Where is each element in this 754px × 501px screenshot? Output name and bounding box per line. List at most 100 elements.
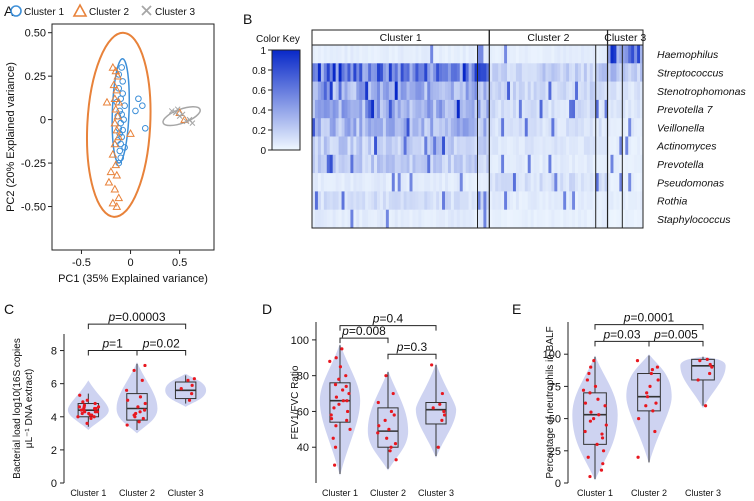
heatmap-cell [400,209,404,229]
p-value-label: p=0.005 [653,327,698,341]
heatmap-cell [510,81,514,101]
heatmap-cell [314,118,319,137]
heatmap-cell [501,191,505,210]
heatmap-cell [459,191,464,210]
heatmap-cell [598,173,602,192]
heatmap-cell [557,118,561,137]
data-point [636,455,640,459]
heatmap-cell [421,209,425,229]
heatmap-cell [314,63,319,82]
heatmap-cell [317,99,322,119]
heatmap-cell [477,209,481,229]
heatmap-cell [566,191,570,210]
heatmap-cell [323,209,328,229]
heatmap-cell [385,191,390,210]
heatmap-cell [368,118,372,137]
heatmap-cell [492,118,496,137]
heatmap-cell [640,118,644,137]
heatmap-cell [604,81,608,101]
heatmap-cell [545,136,549,156]
heatmap-cell [515,209,520,229]
heatmap-cell [515,154,520,174]
heatmap-cell [557,63,561,82]
heatmap-cell [326,81,331,101]
heatmap-cell [385,99,390,119]
heatmap-cell [572,118,576,137]
heatmap-cell [607,63,611,82]
heatmap-cell [341,63,345,82]
heatmap-cell [507,45,511,64]
heatmap-cell [592,63,597,82]
data-point [587,371,591,376]
heatmap-cell [524,118,529,137]
heatmap-cell [317,173,322,192]
heatmap-cell [338,81,342,101]
heatmap-cell [619,99,623,119]
heatmap-cell [504,81,508,101]
heatmap-cell [616,154,620,174]
heatmap-cell [462,45,466,64]
heatmap-cell [554,45,558,64]
data-point [601,449,606,453]
heatmap-cell [379,81,384,101]
data-point [703,404,708,408]
heatmap-cell [524,191,529,210]
heatmap-cell [379,99,384,119]
heatmap-cell [610,81,614,101]
heatmap-cell [406,81,410,101]
heatmap-cell [377,154,381,174]
heatmap-cell [382,45,387,64]
heatmap-cell [456,45,461,64]
panel-c-boxplot: 0 2 4 6 8 Cluster 1 Cluster 2 Cluster 3 Bacteria… [12,310,207,498]
heatmap-cell [589,154,594,174]
heatmap-cell [510,136,514,156]
heatmap-cell [595,81,599,101]
heatmap-cell [400,136,404,156]
data-point [187,398,192,402]
p-symbol: p [142,337,150,351]
heatmap-cell [607,154,611,174]
heatmap-cell [430,173,434,192]
heatmap-cell [462,173,466,192]
heatmap-cell [424,173,428,192]
heatmap-cell [388,81,393,101]
data-point [93,401,97,406]
heatmap-cell [625,45,629,64]
scatter-point [116,130,124,137]
heatmap-cell [616,118,620,137]
heatmap-cell [332,81,336,101]
y-tick-label: 8 [51,346,57,358]
heatmap-cell [595,209,599,229]
heatmap-cell [312,136,316,156]
heatmap-cell [495,45,499,64]
p-symbol: p [101,337,109,351]
heatmap-cell [442,173,446,192]
data-point [710,365,714,369]
heatmap-cell [637,136,641,156]
heatmap-cell [604,191,608,210]
heatmap-cell [598,118,602,137]
heatmap-cell [379,191,384,210]
heatmap-cell [640,154,644,174]
heatmap-cell [317,63,322,82]
heatmap-cell [545,81,549,101]
data-point [88,413,92,417]
heatmap-cell [439,81,443,101]
heatmap-cell [323,136,328,156]
heatmap-cell [580,45,585,64]
heatmap-cell [394,81,399,101]
heatmap-cell [447,118,452,137]
p-value-label: p=0.008 [341,324,386,338]
heatmap-cell [353,45,357,64]
heatmap-cell [323,118,328,137]
heatmap-cell [548,45,552,64]
heatmap-cell [442,191,446,210]
heatmap-cell [575,63,579,82]
heatmap-cell [616,173,620,192]
heatmap-cell [498,118,502,137]
data-point [604,423,608,427]
heatmap-cell [456,81,461,101]
heatmap-cell [385,154,390,174]
heatmap-cell [480,136,484,156]
heatmap-cell [356,173,360,192]
